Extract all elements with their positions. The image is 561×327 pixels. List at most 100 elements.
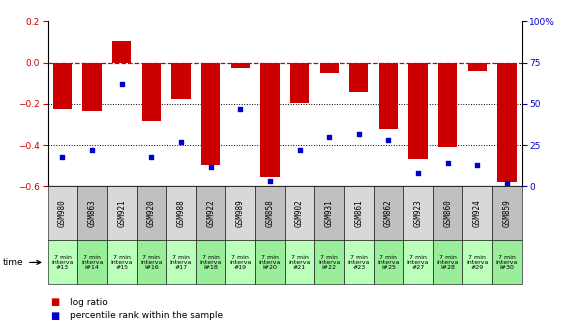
- Bar: [48, 186, 77, 240]
- Bar: [196, 240, 226, 284]
- Bar: [166, 240, 196, 284]
- Bar: [497, 62, 517, 182]
- Bar: [77, 240, 107, 284]
- Point: [206, 164, 215, 169]
- Bar: [344, 240, 374, 284]
- Bar: [284, 240, 314, 284]
- Bar: [201, 62, 220, 165]
- Bar: [48, 240, 77, 284]
- Text: GSM921: GSM921: [117, 199, 126, 227]
- Bar: [320, 62, 339, 73]
- Text: 7 min
interva
l#28: 7 min interva l#28: [436, 254, 459, 270]
- Text: GSM860: GSM860: [443, 199, 452, 227]
- Bar: [314, 240, 344, 284]
- Point: [295, 147, 304, 153]
- Bar: [462, 186, 492, 240]
- Bar: [408, 62, 427, 159]
- Text: GSM931: GSM931: [325, 199, 334, 227]
- Bar: [136, 240, 166, 284]
- Text: GSM989: GSM989: [236, 199, 245, 227]
- Bar: [255, 186, 284, 240]
- Bar: [112, 41, 131, 62]
- Bar: [166, 186, 196, 240]
- Text: 7 min
interva
#19: 7 min interva #19: [229, 254, 251, 270]
- Point: [473, 162, 482, 167]
- Text: 7 min
interva
l#30: 7 min interva l#30: [496, 254, 518, 270]
- Text: 7 min
interva
l#18: 7 min interva l#18: [200, 254, 222, 270]
- Bar: [374, 240, 403, 284]
- Text: GSM902: GSM902: [295, 199, 304, 227]
- Bar: [349, 62, 369, 93]
- Text: log ratio: log ratio: [70, 298, 108, 307]
- Bar: [468, 62, 487, 71]
- Bar: [433, 186, 462, 240]
- Point: [443, 161, 452, 166]
- Bar: [196, 186, 226, 240]
- Text: GSM920: GSM920: [147, 199, 156, 227]
- Bar: [107, 240, 136, 284]
- Bar: [142, 62, 161, 121]
- Bar: [344, 186, 374, 240]
- Text: 7 min
interva
l#14: 7 min interva l#14: [81, 254, 103, 270]
- Bar: [231, 62, 250, 68]
- Point: [355, 131, 364, 136]
- Point: [177, 139, 186, 145]
- Point: [413, 171, 422, 176]
- Bar: [438, 62, 457, 147]
- Point: [58, 154, 67, 159]
- Bar: [403, 186, 433, 240]
- Bar: [290, 62, 309, 103]
- Text: GSM924: GSM924: [473, 199, 482, 227]
- Text: GSM980: GSM980: [58, 199, 67, 227]
- Bar: [284, 186, 314, 240]
- Bar: [379, 62, 398, 129]
- Point: [147, 154, 156, 159]
- Text: 7 min
interva
#15: 7 min interva #15: [111, 254, 133, 270]
- Text: 7 min
interva
#21: 7 min interva #21: [288, 254, 311, 270]
- Text: GSM862: GSM862: [384, 199, 393, 227]
- Point: [117, 81, 126, 87]
- Text: GSM858: GSM858: [265, 199, 274, 227]
- Bar: [260, 62, 279, 177]
- Bar: [433, 240, 462, 284]
- Bar: [314, 186, 344, 240]
- Bar: [53, 62, 72, 109]
- Text: ■: ■: [50, 298, 59, 307]
- Bar: [77, 186, 107, 240]
- Bar: [226, 186, 255, 240]
- Text: GSM861: GSM861: [355, 199, 364, 227]
- Bar: [492, 240, 522, 284]
- Bar: [255, 240, 284, 284]
- Bar: [136, 186, 166, 240]
- Bar: [226, 240, 255, 284]
- Text: 7 min
interva
#17: 7 min interva #17: [170, 254, 192, 270]
- Text: 7 min
interva
#13: 7 min interva #13: [51, 254, 73, 270]
- Bar: [171, 62, 191, 99]
- Point: [384, 138, 393, 143]
- Text: 7 min
interva
#29: 7 min interva #29: [466, 254, 489, 270]
- Text: 7 min
interva
#27: 7 min interva #27: [407, 254, 429, 270]
- Point: [88, 147, 96, 153]
- Point: [236, 106, 245, 112]
- Text: time: time: [3, 258, 24, 267]
- Text: 7 min
interva
l#20: 7 min interva l#20: [259, 254, 281, 270]
- Text: GSM859: GSM859: [503, 199, 512, 227]
- Point: [265, 179, 274, 184]
- Bar: [403, 240, 433, 284]
- Text: percentile rank within the sample: percentile rank within the sample: [70, 311, 223, 320]
- Text: GSM923: GSM923: [413, 199, 422, 227]
- Bar: [82, 62, 102, 111]
- Point: [503, 181, 512, 186]
- Point: [325, 134, 334, 139]
- Text: 7 min
interva
l#22: 7 min interva l#22: [318, 254, 341, 270]
- Text: GSM863: GSM863: [88, 199, 96, 227]
- Text: 7 min
interva
l#25: 7 min interva l#25: [377, 254, 399, 270]
- Bar: [492, 186, 522, 240]
- Bar: [374, 186, 403, 240]
- Text: 7 min
interva
#23: 7 min interva #23: [348, 254, 370, 270]
- Text: GSM922: GSM922: [206, 199, 215, 227]
- Text: 7 min
interva
l#16: 7 min interva l#16: [140, 254, 163, 270]
- Bar: [107, 186, 136, 240]
- Text: GSM988: GSM988: [177, 199, 186, 227]
- Bar: [462, 240, 492, 284]
